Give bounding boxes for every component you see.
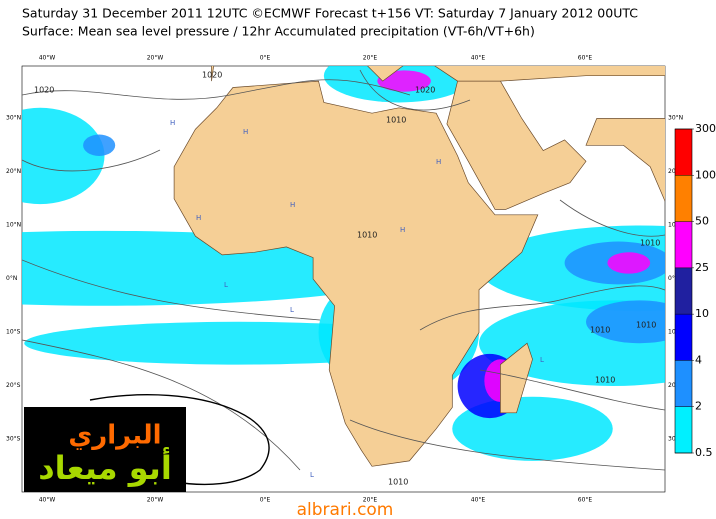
isobar-label: 1010 [590, 326, 610, 335]
land [173, 80, 539, 467]
map-labels: 1020 1020 1010 1010 1010 1010 1010 1020 1010 1010… [6, 55, 683, 504]
isobar [22, 149, 161, 172]
isobar-label: 1020 [34, 86, 54, 95]
latitude-label: 20°N [6, 168, 21, 175]
isobar [479, 369, 665, 411]
longitude-label: 40°E [471, 497, 486, 504]
precipitation-area [607, 252, 651, 274]
precipitation-area [377, 70, 431, 92]
colorbar-band [675, 406, 692, 453]
pressure-centre: H [436, 158, 441, 166]
land [211, 66, 665, 82]
longitude-label: 20°W [147, 55, 164, 62]
logo-text: البراري [68, 421, 161, 451]
longitude-label: 40°W [39, 497, 56, 504]
header-line: Saturday 31 December 2011 12UTC ©ECMWF F… [22, 6, 638, 21]
colorbar-band [675, 221, 692, 268]
pressure-centre: H [400, 226, 405, 234]
precipitation-area [83, 134, 116, 156]
colorbar-label: 2 [695, 400, 702, 413]
map [22, 66, 665, 486]
colorbar-label: 300 [695, 122, 716, 135]
colorbar-label: 50 [695, 215, 709, 228]
latitude-label: 0°N [668, 275, 679, 282]
land [500, 342, 533, 414]
colorbar-label: 4 [695, 353, 702, 366]
pressure-centre: L [224, 281, 228, 289]
pressure-centre: L [290, 306, 294, 314]
colorbar-band [675, 175, 692, 222]
colorbar-band [675, 314, 692, 361]
colorbar-label: 10 [695, 307, 709, 320]
longitude-label: 40°W [39, 55, 56, 62]
isobar-label: 1020 [415, 86, 435, 95]
isobar [359, 69, 471, 111]
isobar-label: 1010 [357, 231, 377, 240]
longitude-label: 0°E [260, 55, 271, 62]
isobar-label: 1010 [636, 321, 656, 330]
longitude-label: 20°E [363, 497, 378, 504]
longitude-label: 20°E [363, 55, 378, 62]
latitude-label: 0°N [6, 275, 17, 282]
isobar-label: 1010 [388, 478, 408, 487]
isobar [559, 199, 665, 237]
longitude-label: 60°E [578, 55, 593, 62]
latitude-label: 30°N [6, 115, 21, 122]
precipitation-area [22, 107, 105, 205]
isobar [419, 285, 665, 331]
isobar-label: 1010 [640, 239, 660, 248]
isobar-label: 1010 [386, 116, 406, 125]
isobar-label: 1020 [202, 71, 222, 80]
colorbar-band [675, 360, 692, 407]
colorbar-band [675, 129, 692, 176]
isobar [349, 419, 665, 471]
logo-text: أبو ميعاد [38, 447, 172, 487]
colorbar-label: 25 [695, 261, 709, 274]
latitude-label: 30°N [668, 115, 683, 122]
longitude-label: 0°E [260, 497, 271, 504]
longitude-label: 40°E [471, 55, 486, 62]
latitude-label: 30°S [6, 436, 21, 443]
pressure-centre: H [290, 201, 295, 209]
isobar [22, 79, 411, 100]
precipitation-area [586, 300, 665, 344]
colorbar-band [675, 267, 692, 315]
colorbar: 0.5 2 4 10 25 50 100 300 [674, 122, 716, 459]
isobar [22, 259, 321, 321]
isobar-label: 1010 [595, 376, 615, 385]
latitude-label: 10°S [6, 329, 21, 336]
latitude-label: 20°S [6, 382, 21, 389]
pressure-centre: L [310, 471, 314, 479]
longitude-label: 60°E [578, 497, 593, 504]
colorbar-label: 0.5 [695, 446, 713, 459]
pressure-centre: H [170, 119, 175, 127]
pressure-centre: L [540, 356, 544, 364]
latitude-label: 10°N [6, 222, 21, 229]
longitude-label: 20°W [147, 497, 164, 504]
pressure-centre: H [196, 214, 201, 222]
land [585, 118, 665, 202]
logo-box [24, 407, 186, 492]
colorbar-frame [674, 128, 693, 454]
colorbar-label: 100 [695, 168, 716, 181]
watermark: albrari.com [297, 500, 394, 519]
pressure-centre: H [243, 128, 248, 136]
header-line: Surface: Mean sea level pressure / 12hr … [22, 24, 535, 39]
